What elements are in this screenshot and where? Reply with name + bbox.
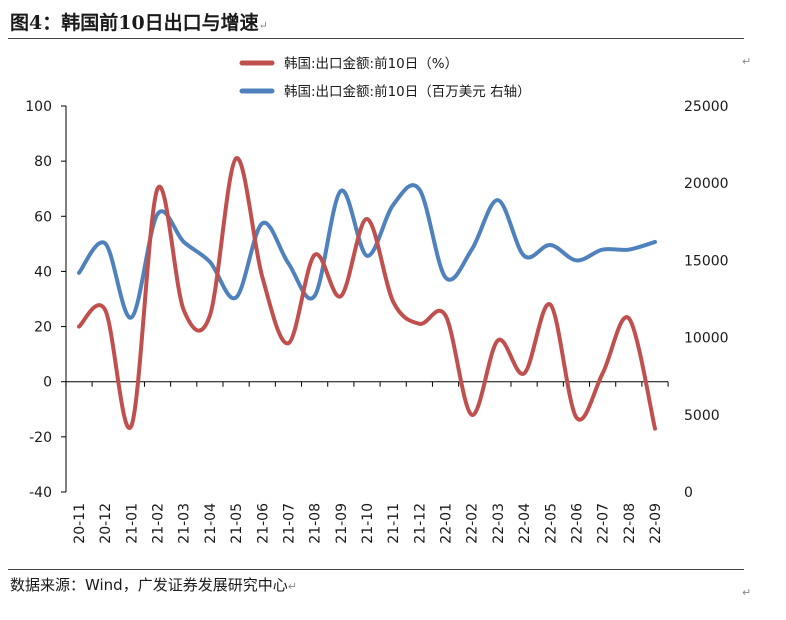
x-tick-label: 21-03 bbox=[177, 503, 193, 544]
x-tick-label: 22-04 bbox=[517, 503, 533, 544]
data-point bbox=[392, 204, 395, 206]
data-point bbox=[497, 199, 499, 201]
right-tick-label: 10000 bbox=[684, 331, 729, 347]
x-tick-label: 21-09 bbox=[334, 503, 350, 544]
return-mark-legend: ↵ bbox=[742, 55, 752, 68]
data-point bbox=[340, 190, 342, 192]
data-point bbox=[444, 314, 447, 317]
x-tick-label: 20-12 bbox=[98, 503, 114, 544]
x-tick-label: 21-04 bbox=[203, 503, 219, 544]
right-tick-label: 15000 bbox=[684, 253, 729, 269]
data-point bbox=[182, 309, 185, 311]
left-tick-label: 60 bbox=[34, 209, 52, 225]
data-point bbox=[313, 295, 316, 297]
series-line-growth bbox=[77, 156, 657, 431]
data-point bbox=[628, 317, 630, 320]
return-mark-bottom: ↵ bbox=[742, 586, 752, 599]
data-point bbox=[287, 342, 290, 344]
data-point bbox=[130, 425, 133, 427]
x-tick-label: 20-11 bbox=[72, 503, 88, 544]
data-point bbox=[418, 323, 421, 325]
left-tick-label: 80 bbox=[34, 154, 52, 170]
data-point bbox=[628, 248, 630, 251]
left-tick-label: -20 bbox=[29, 430, 52, 446]
data-point bbox=[497, 339, 499, 342]
data-point bbox=[601, 372, 604, 375]
data-point bbox=[235, 296, 237, 299]
x-tick-label: 21-02 bbox=[151, 503, 167, 544]
data-point bbox=[523, 255, 525, 257]
title-rule bbox=[8, 38, 744, 39]
data-point bbox=[209, 261, 211, 263]
series-layer bbox=[77, 156, 657, 431]
x-tick-label: 22-09 bbox=[648, 503, 664, 544]
source-rule bbox=[8, 569, 744, 570]
data-point bbox=[261, 222, 264, 225]
x-tick-label: 21-07 bbox=[281, 503, 297, 544]
data-point bbox=[549, 244, 552, 246]
data-point bbox=[156, 213, 159, 215]
data-point bbox=[470, 414, 473, 416]
x-tick-label: 22-05 bbox=[543, 503, 559, 544]
left-tick-label: 20 bbox=[34, 320, 52, 336]
data-point bbox=[392, 301, 395, 303]
data-point bbox=[156, 187, 159, 190]
right-tick-label: 5000 bbox=[684, 408, 720, 424]
data-point bbox=[366, 218, 368, 220]
data-point bbox=[601, 248, 604, 251]
x-tick-label: 21-08 bbox=[308, 503, 324, 544]
data-point bbox=[209, 314, 211, 317]
chart: 韩国:出口金额:前10日（%） 韩国:出口金额:前10日（百万美元 右轴） -40… bbox=[25, 55, 728, 544]
data-point bbox=[78, 272, 80, 274]
legend-label: 韩国:出口金额:前10日（%） bbox=[284, 55, 458, 72]
data-point bbox=[444, 276, 447, 279]
data-point bbox=[340, 295, 342, 298]
data-point bbox=[575, 416, 578, 419]
data-point bbox=[130, 316, 133, 319]
data-point bbox=[78, 325, 80, 328]
left-tick-label: 100 bbox=[25, 99, 52, 115]
legend: 韩国:出口金额:前10日（%） 韩国:出口金额:前10日（百万美元 右轴） bbox=[239, 55, 531, 100]
left-tick-label: -40 bbox=[29, 485, 52, 501]
data-point bbox=[654, 241, 656, 243]
data-point bbox=[418, 188, 421, 191]
right-tick-label: 0 bbox=[684, 485, 693, 501]
data-point bbox=[575, 259, 578, 262]
chart-title: 图4：韩国前10日出口与增速↵ bbox=[10, 12, 268, 34]
x-tick-label: 21-05 bbox=[229, 503, 245, 544]
x-tick-label: 21-10 bbox=[360, 503, 376, 544]
data-point bbox=[287, 262, 290, 265]
x-tick-label: 22-02 bbox=[465, 503, 481, 544]
data-point bbox=[470, 248, 473, 251]
data-point bbox=[654, 427, 656, 430]
x-tick-label: 22-01 bbox=[439, 503, 455, 544]
x-tick-label: 22-03 bbox=[491, 503, 507, 544]
x-tick-label: 21-06 bbox=[255, 503, 271, 544]
left-tick-label: 40 bbox=[34, 264, 52, 280]
x-tick-label: 21-12 bbox=[412, 503, 428, 544]
x-tick-label: 22-06 bbox=[569, 503, 585, 544]
data-point bbox=[549, 303, 552, 306]
data-point bbox=[104, 242, 106, 245]
x-tick-label: 22-07 bbox=[596, 503, 612, 544]
x-tick-label: 21-01 bbox=[124, 503, 140, 544]
right-tick-label: 25000 bbox=[684, 99, 729, 115]
legend-label: 韩国:出口金额:前10日（百万美元 右轴） bbox=[284, 83, 531, 100]
data-point bbox=[313, 254, 316, 256]
x-tick-label: 22-08 bbox=[622, 503, 638, 544]
return-mark: ↵ bbox=[258, 19, 268, 32]
data-point bbox=[104, 309, 106, 311]
data-point bbox=[366, 255, 368, 257]
data-point bbox=[182, 241, 185, 243]
data-point bbox=[235, 157, 237, 160]
data-point bbox=[523, 372, 525, 375]
data-point bbox=[261, 276, 264, 278]
axes: -40 -20 0 20 40 60 80 100 0 5000 10000 15000 20000 25… bbox=[25, 99, 728, 544]
right-tick-label: 20000 bbox=[684, 176, 729, 192]
return-mark-source: ↵ bbox=[287, 580, 297, 593]
source-note: 数据来源：Wind，广发证券发展研究中心↵ bbox=[10, 576, 297, 594]
left-tick-label: 0 bbox=[43, 375, 52, 391]
x-tick-label: 21-11 bbox=[386, 503, 402, 544]
